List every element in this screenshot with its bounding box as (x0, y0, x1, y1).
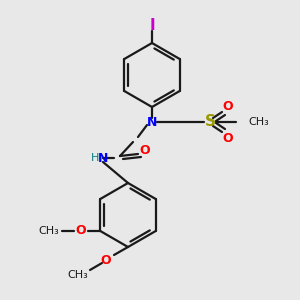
Text: N: N (147, 116, 157, 128)
Text: O: O (75, 224, 86, 238)
Text: N: N (98, 152, 108, 164)
Text: CH₃: CH₃ (68, 270, 88, 280)
Text: CH₃: CH₃ (38, 226, 59, 236)
Text: O: O (140, 143, 150, 157)
Text: CH₃: CH₃ (248, 117, 269, 127)
Text: S: S (205, 115, 215, 130)
Text: O: O (101, 254, 111, 268)
Text: H: H (91, 153, 99, 163)
Text: I: I (149, 17, 155, 32)
Text: O: O (223, 131, 233, 145)
Text: O: O (223, 100, 233, 112)
